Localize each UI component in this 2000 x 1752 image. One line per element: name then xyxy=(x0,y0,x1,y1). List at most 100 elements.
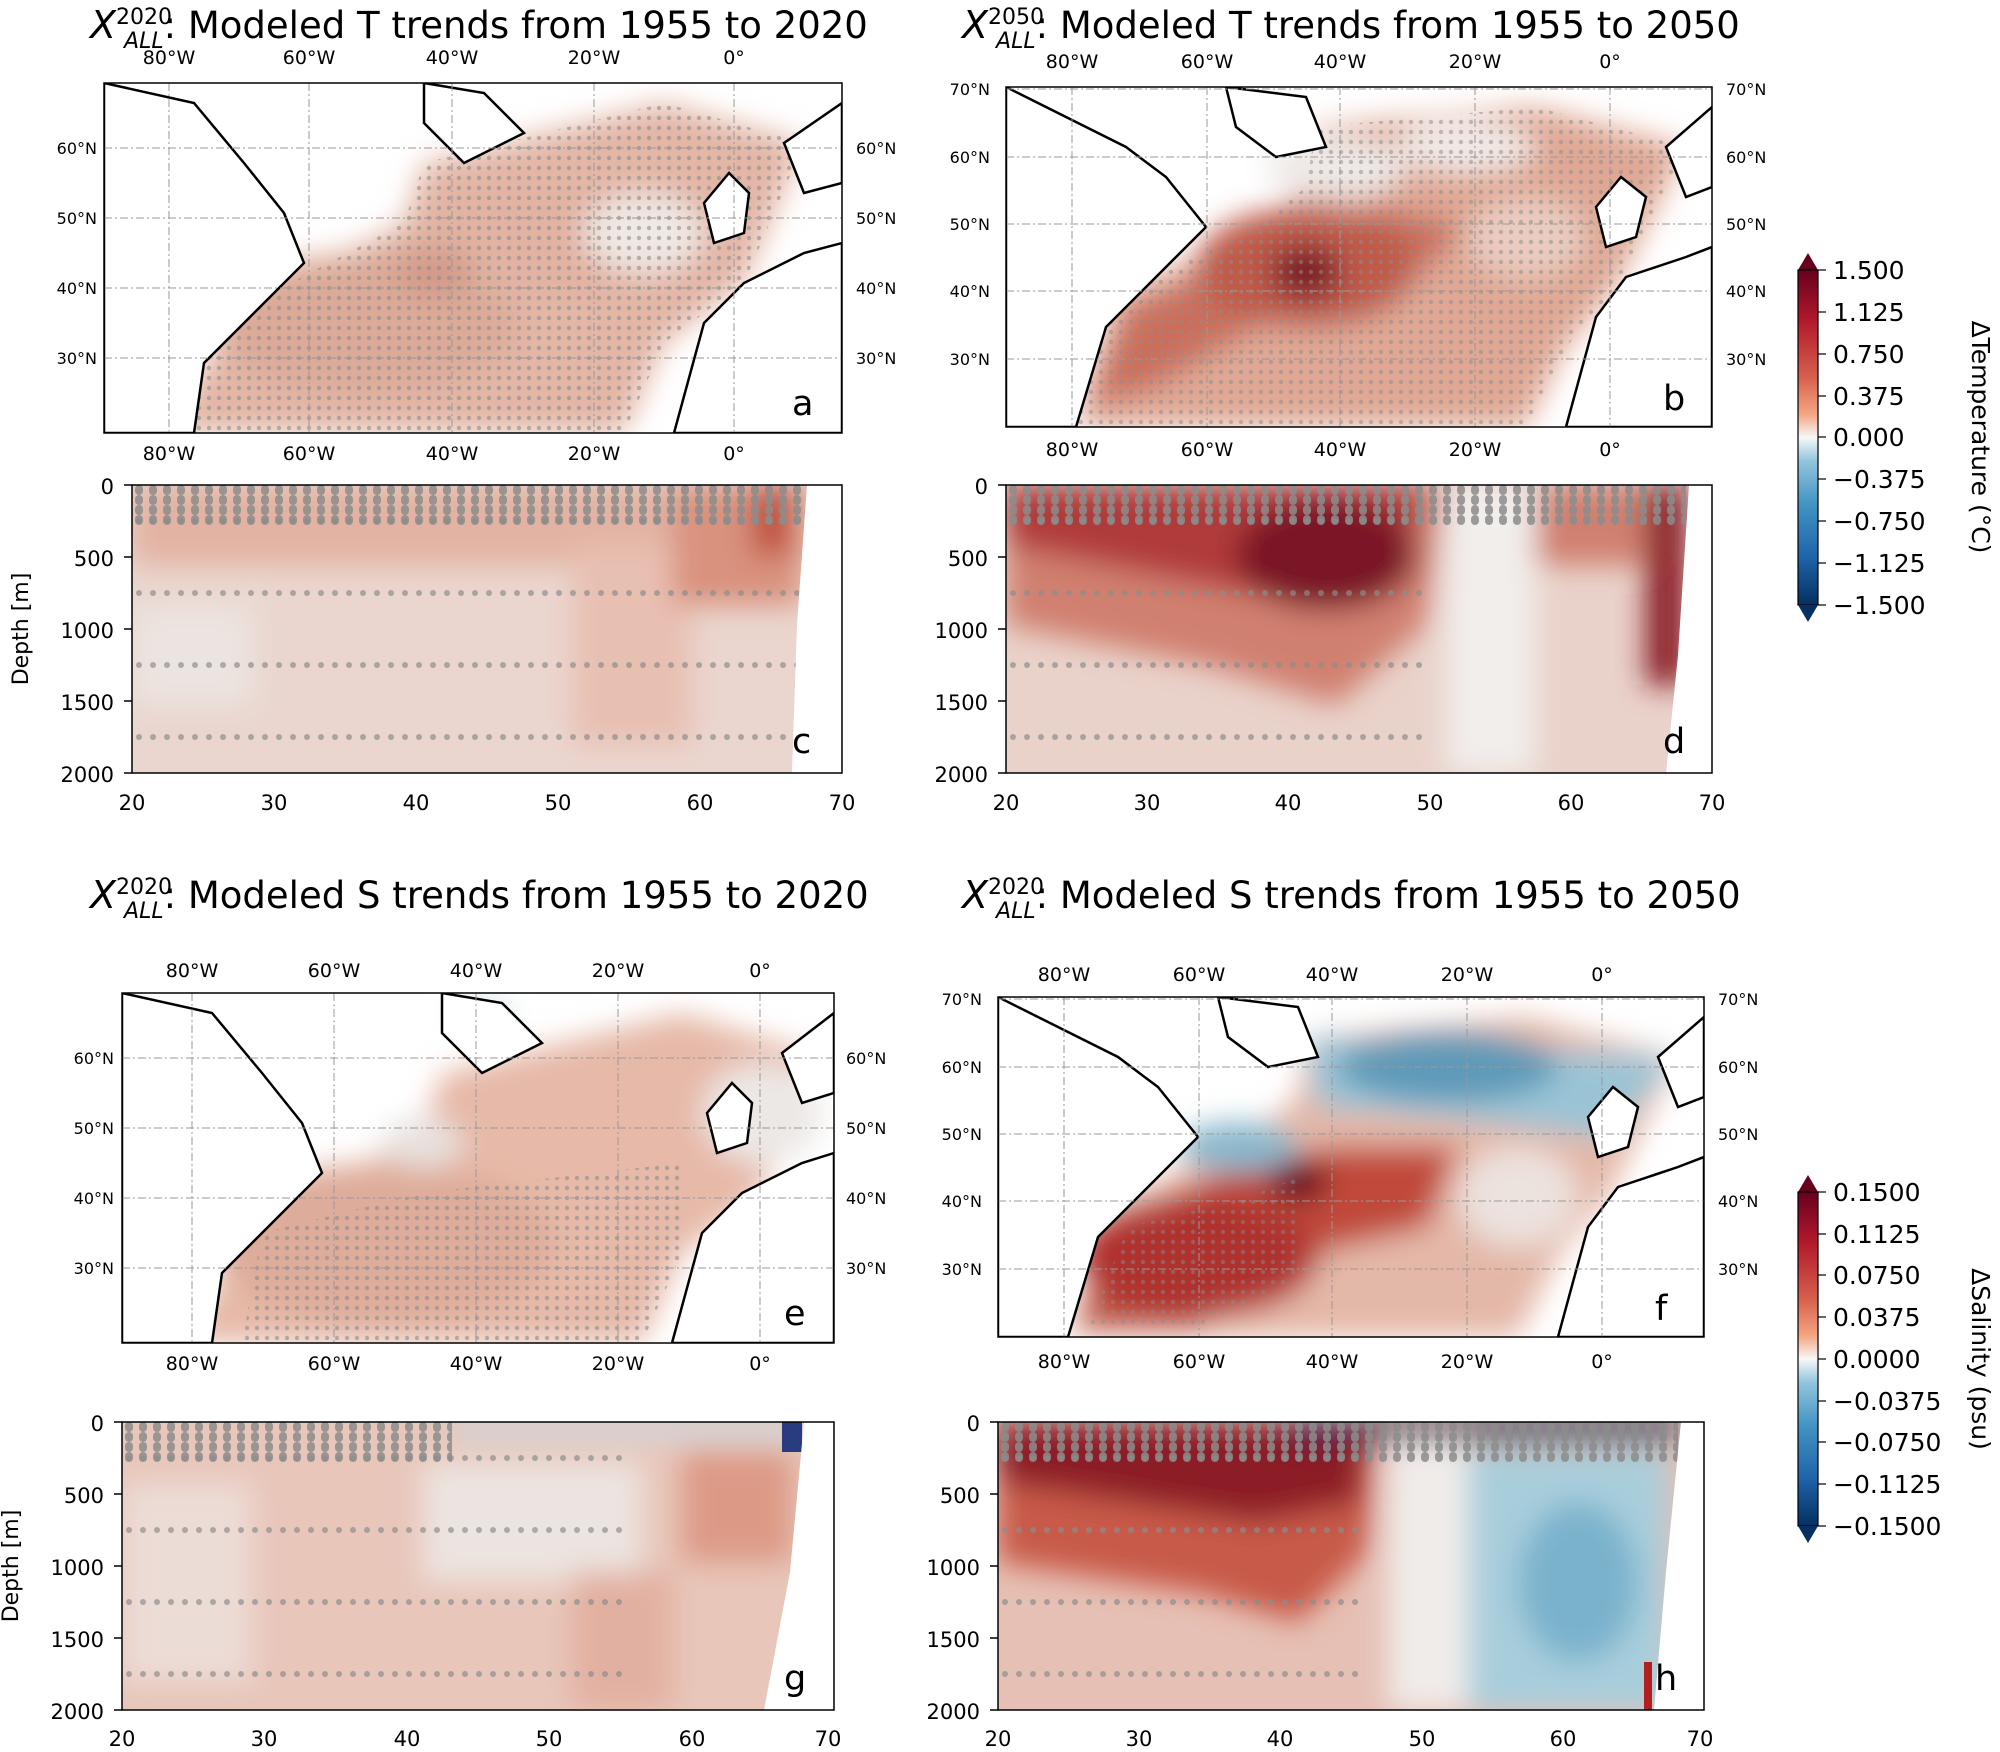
svg-text:80°W: 80°W xyxy=(143,443,196,465)
panel-g: 0 500 1000 1500 2000 20 30 40 50 60 70 Depth … xyxy=(0,1412,841,1751)
svg-text:50: 50 xyxy=(545,791,572,815)
svg-text:70°N: 70°N xyxy=(950,80,990,99)
svg-text:60°W: 60°W xyxy=(308,1353,361,1375)
colorbar-temperature-ticks: 1.500 1.125 0.750 0.375 0.000 −0.375 −0.750… xyxy=(1833,256,1926,620)
svg-text:30: 30 xyxy=(1126,1727,1153,1751)
svg-text:70: 70 xyxy=(1699,791,1726,815)
panel-h-x-ticks: 20 30 40 50 60 70 xyxy=(985,1727,1714,1751)
svg-text:2000: 2000 xyxy=(935,763,988,787)
panel-a-letter: a xyxy=(792,384,813,424)
svg-text:30°N: 30°N xyxy=(942,1260,982,1279)
panel-c-letter: c xyxy=(792,722,811,762)
svg-text:0°: 0° xyxy=(749,1353,771,1375)
svg-text:20: 20 xyxy=(993,791,1020,815)
svg-text:1000: 1000 xyxy=(61,619,114,643)
svg-text:40: 40 xyxy=(1267,1727,1294,1751)
panel-e-title: X2020 ALL: Modeled S trends from 1955 to … xyxy=(88,873,869,924)
colorbar-temperature: 1.500 1.125 0.750 0.375 0.000 −0.375 −0.750… xyxy=(1797,253,1995,622)
svg-text:60°W: 60°W xyxy=(1181,439,1234,461)
svg-text:50°N: 50°N xyxy=(846,1119,886,1138)
panel-e-right-ticks: 60°N 50°N 40°N 30°N xyxy=(846,1049,886,1278)
svg-text:60°W: 60°W xyxy=(1173,1351,1226,1373)
svg-text:70°N: 70°N xyxy=(1718,990,1758,1009)
panel-d-letter: d xyxy=(1663,722,1685,762)
svg-text:1500: 1500 xyxy=(51,1628,104,1652)
svg-text:60°N: 60°N xyxy=(846,1049,886,1068)
svg-text:40°N: 40°N xyxy=(846,1189,886,1208)
panel-a-title: X2020 ALL: Modeled T trends from 1955 to … xyxy=(88,3,868,54)
svg-text:0°: 0° xyxy=(749,960,771,982)
panel-f-letter: f xyxy=(1655,1289,1668,1329)
panel-g-x-ticks: 20 30 40 50 60 70 xyxy=(109,1727,842,1751)
panel-h-y-ticks: 0 500 1000 1500 2000 xyxy=(927,1412,980,1724)
svg-text:80°W: 80°W xyxy=(1038,964,1091,986)
panel-c: 0 500 1000 1500 2000 20 30 40 50 60 70 Depth … xyxy=(9,475,855,815)
svg-text:20: 20 xyxy=(985,1727,1012,1751)
svg-text:70°N: 70°N xyxy=(942,990,982,1009)
svg-text:0°: 0° xyxy=(1599,439,1621,461)
svg-text:0.1500: 0.1500 xyxy=(1833,1178,1920,1207)
svg-text:40°W: 40°W xyxy=(1306,1351,1359,1373)
panel-b-title: X2050 ALL: Modeled T trends from 1955 to … xyxy=(960,3,1740,54)
svg-text:20°W: 20°W xyxy=(592,1353,645,1375)
svg-text:−0.1500: −0.1500 xyxy=(1833,1512,1941,1541)
panel-c-y-ticks: 0 500 1000 1500 2000 xyxy=(61,475,114,787)
svg-text:50°N: 50°N xyxy=(942,1125,982,1144)
svg-text:1000: 1000 xyxy=(935,619,988,643)
svg-text:500: 500 xyxy=(64,1484,104,1508)
svg-text:20°W: 20°W xyxy=(1441,1351,1494,1373)
svg-text:80°W: 80°W xyxy=(1038,1351,1091,1373)
svg-text:80°W: 80°W xyxy=(1046,439,1099,461)
panel-f-right-ticks: 70°N 60°N 50°N 40°N 30°N xyxy=(1718,990,1758,1279)
panel-f: X2020 ALL: Modeled S trends from 1955 to … xyxy=(942,873,1759,1373)
svg-text:0: 0 xyxy=(101,475,114,499)
svg-text:−0.1125: −0.1125 xyxy=(1833,1470,1941,1499)
svg-text:20°W: 20°W xyxy=(1449,439,1502,461)
svg-text:40: 40 xyxy=(403,791,430,815)
svg-text:30°N: 30°N xyxy=(856,349,896,368)
svg-text:30: 30 xyxy=(251,1727,278,1751)
svg-text:40°W: 40°W xyxy=(1314,439,1367,461)
svg-text:60: 60 xyxy=(687,791,714,815)
svg-text:60°W: 60°W xyxy=(283,443,336,465)
svg-text:50°N: 50°N xyxy=(1718,1125,1758,1144)
svg-text:50°N: 50°N xyxy=(950,215,990,234)
svg-text:1500: 1500 xyxy=(61,691,114,715)
svg-text:0°: 0° xyxy=(1591,964,1613,986)
svg-text:20°W: 20°W xyxy=(568,47,621,69)
svg-text:50°N: 50°N xyxy=(1726,215,1766,234)
svg-text:60: 60 xyxy=(1550,1727,1577,1751)
panel-f-left-ticks: 70°N 60°N 50°N 40°N 30°N xyxy=(942,990,982,1279)
svg-text:60°N: 60°N xyxy=(57,139,97,158)
svg-text:0.0000: 0.0000 xyxy=(1833,1345,1920,1374)
svg-text:40°W: 40°W xyxy=(1314,51,1367,73)
svg-text:60: 60 xyxy=(1558,791,1585,815)
svg-text:40: 40 xyxy=(394,1727,421,1751)
panel-g-y-ticks: 0 500 1000 1500 2000 xyxy=(51,1412,104,1724)
panel-e-left-ticks: 60°N 50°N 40°N 30°N xyxy=(74,1049,114,1278)
panel-h: 0 500 1000 1500 2000 20 30 40 50 60 70 h xyxy=(927,1412,1714,1751)
panel-b-bottom-ticks: 80°W 60°W 40°W 20°W 0° xyxy=(1046,439,1621,461)
svg-text:50°N: 50°N xyxy=(856,209,896,228)
svg-text:50°N: 50°N xyxy=(74,1119,114,1138)
panel-g-letter: g xyxy=(784,1659,806,1699)
panel-a-top-ticks: 80°W 60°W 40°W 20°W 0° xyxy=(143,47,745,69)
svg-text:0°: 0° xyxy=(1591,1351,1613,1373)
colorbar-temperature-label: ΔTemperature (°C) xyxy=(1966,321,1995,554)
panel-g-ylabel: Depth [m] xyxy=(0,1510,24,1623)
svg-text:70: 70 xyxy=(815,1727,842,1751)
svg-text:50: 50 xyxy=(1409,1727,1436,1751)
panel-h-y-tickmarks xyxy=(990,1421,998,1711)
svg-text:40°N: 40°N xyxy=(74,1189,114,1208)
svg-text:40°W: 40°W xyxy=(1306,964,1359,986)
svg-text:30°N: 30°N xyxy=(950,350,990,369)
svg-text:60°N: 60°N xyxy=(942,1058,982,1077)
svg-text:40°W: 40°W xyxy=(450,960,503,982)
panel-e: X2020 ALL: Modeled S trends from 1955 to … xyxy=(74,873,887,1375)
svg-text:1500: 1500 xyxy=(935,691,988,715)
svg-text:0.0750: 0.0750 xyxy=(1833,1261,1920,1290)
panel-c-x-ticks: 20 30 40 50 60 70 xyxy=(119,791,856,815)
panel-d-y-ticks: 0 500 1000 1500 2000 xyxy=(935,475,988,787)
